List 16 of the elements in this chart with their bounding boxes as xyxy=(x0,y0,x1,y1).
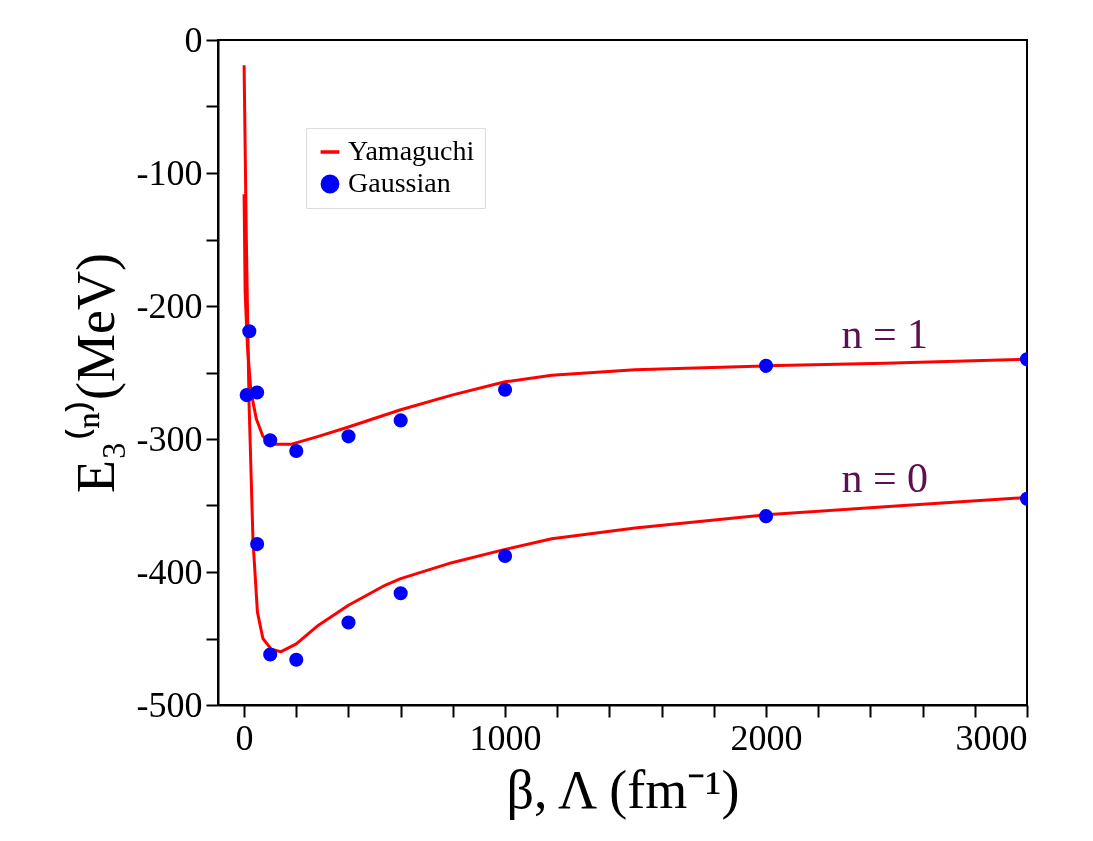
x-tick-label: 2000 xyxy=(730,717,803,758)
y-tick-label: 0 xyxy=(184,19,203,60)
x-tick-label: 0 xyxy=(235,717,254,758)
legend-label: Gaussian xyxy=(348,167,451,198)
x-tick-label: 1000 xyxy=(469,717,542,758)
y-tick-label: -500 xyxy=(136,684,203,725)
legend-label: Yamaguchi xyxy=(348,135,475,166)
y-tick-label: -100 xyxy=(136,152,203,193)
x-tick-label: 3000 xyxy=(955,717,1028,758)
y-axis-title: E₃⁽ⁿ⁾(MeV) xyxy=(64,253,126,493)
y-tick-label: -400 xyxy=(136,551,203,592)
x-axis-title: β, Λ (fm⁻¹) xyxy=(506,759,740,820)
y-tick-label: -300 xyxy=(136,418,203,459)
annotation: n = 0 xyxy=(841,454,929,501)
annotation: n = 1 xyxy=(841,311,929,358)
y-tick-label: -200 xyxy=(136,285,203,326)
